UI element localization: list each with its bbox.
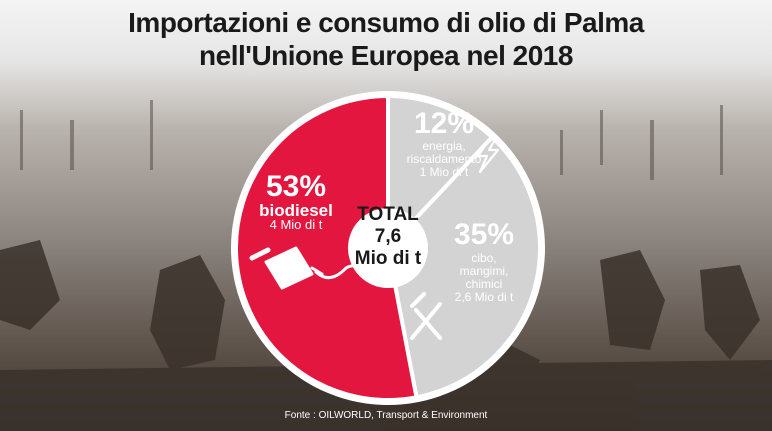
fork-tine [414, 292, 426, 304]
title-line-2: nell'Unione Europea nel 2018 [199, 40, 573, 71]
fuel-nozzle-icon [249, 246, 372, 290]
pie-slice [386, 94, 495, 250]
slice-desc-label: 2,6 Mio di t [455, 290, 514, 304]
slice-desc-label: 1 Mio di t [420, 165, 469, 179]
slice-desc-label: mangimi, [460, 264, 509, 278]
fork-handle [414, 308, 442, 340]
slice-desc-label: chimici [466, 277, 503, 291]
title-line-1: Importazioni e consumo di olio di Palma [128, 7, 644, 38]
pie-slice [386, 135, 542, 400]
slice-desc-label: energia, [422, 139, 465, 153]
total-label: 7,6 [375, 226, 401, 247]
source-credit: Fonte : OILWORLD, Transport & Environmen… [284, 410, 488, 421]
nozzle-hose [310, 264, 372, 280]
nozzle-body [264, 246, 314, 290]
pie-center-hole [348, 208, 428, 288]
slice-desc-label: cibo, [471, 251, 496, 265]
total-label: Mio di t [355, 248, 422, 269]
pie-slice [234, 94, 419, 402]
slice-percent-label: 53% [266, 170, 326, 203]
total-label: TOTAL [357, 204, 419, 225]
slice-desc-label: riscaldamento [407, 152, 482, 166]
slice-desc-label: biodiesel [259, 201, 333, 220]
chart-title: Importazioni e consumo di olio di Palma … [0, 6, 772, 72]
slice-desc-label: 4 Mio di t [270, 217, 323, 232]
nozzle-spout [249, 247, 271, 261]
slice-percent-label: 12% [414, 107, 474, 140]
fork-knife-icon [410, 292, 442, 340]
lightning-icon [476, 136, 500, 174]
slice-percent-label: 35% [454, 218, 514, 251]
